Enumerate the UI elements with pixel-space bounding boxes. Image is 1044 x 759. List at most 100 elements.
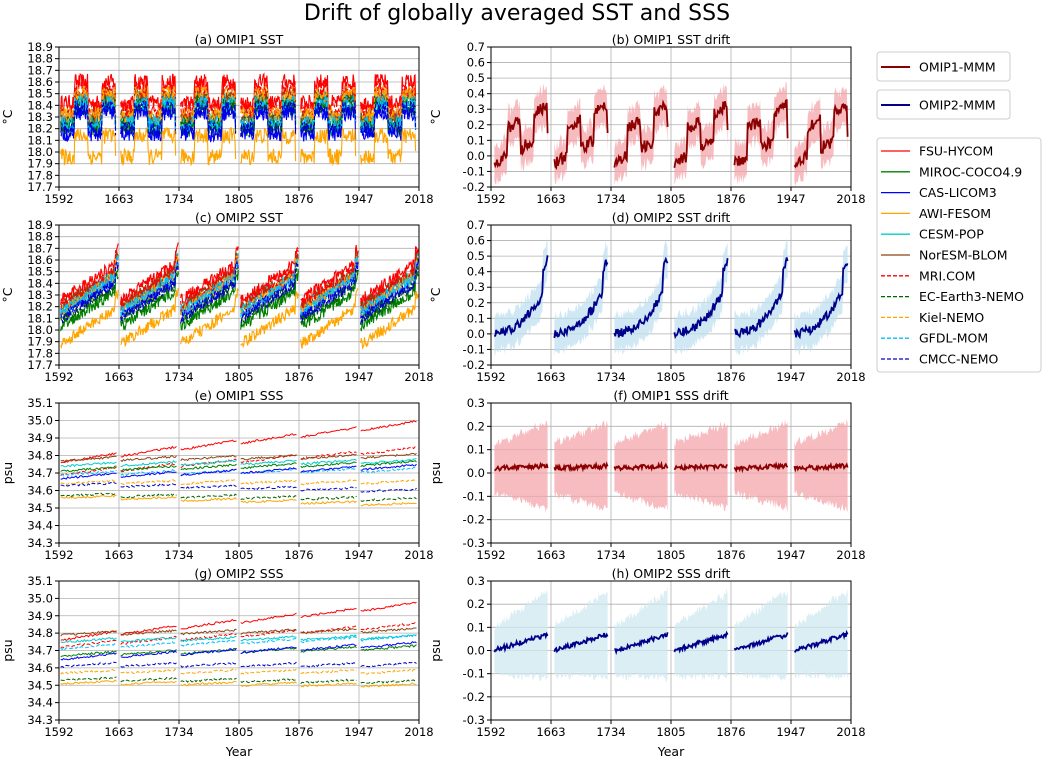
panel-e: 1592 1663 1734 1805 1876 1947 2018 34.3 34.4 34.5… bbox=[0, 388, 434, 562]
y-tick-label: 17.8 bbox=[27, 168, 53, 182]
y-tick-label: 18.8 bbox=[27, 52, 53, 66]
series-cas-licom3 bbox=[60, 463, 417, 480]
y-tick-label: 0.5 bbox=[467, 71, 485, 85]
series-ec-earth3-nemo bbox=[60, 676, 417, 685]
spread-band bbox=[794, 589, 848, 681]
y-axis-label: °C bbox=[0, 287, 15, 302]
x-tick-label: 1592 bbox=[44, 725, 73, 739]
y-tick-label: 18.4 bbox=[27, 276, 53, 290]
y-tick-label: 18.9 bbox=[27, 218, 53, 232]
panel-title: (b) OMIP1 SST drift bbox=[612, 32, 731, 47]
spread-band bbox=[554, 591, 608, 681]
y-tick-label: -0.2 bbox=[463, 690, 485, 704]
y-tick-label: 35.1 bbox=[27, 396, 53, 410]
y-tick-label: 18.5 bbox=[27, 265, 53, 279]
x-tick-label: 1592 bbox=[44, 192, 73, 206]
mmm-line bbox=[553, 461, 609, 473]
series-kiel-nemo bbox=[60, 479, 417, 486]
mmm-line bbox=[734, 257, 789, 339]
mmm-line bbox=[733, 461, 789, 474]
y-tick-label: 18.1 bbox=[27, 133, 53, 147]
x-tick-label: 1663 bbox=[536, 548, 565, 562]
series-awi-fesom bbox=[60, 679, 417, 688]
x-tick-label: 1734 bbox=[164, 548, 193, 562]
spread-band bbox=[734, 238, 788, 356]
y-tick-label: 0.1 bbox=[467, 133, 485, 147]
y-tick-label: 34.8 bbox=[27, 626, 53, 640]
y-tick-label: 17.9 bbox=[27, 335, 53, 349]
x-tick-label: 1947 bbox=[344, 370, 373, 384]
spread-band bbox=[734, 419, 788, 513]
y-axis-label: °C bbox=[0, 109, 15, 124]
panel-title: (e) OMIP1 SSS bbox=[195, 388, 284, 403]
x-tick-label: 1663 bbox=[536, 192, 565, 206]
x-tick-label: 1876 bbox=[716, 725, 745, 739]
y-tick-label: 0.1 bbox=[467, 311, 485, 325]
series-cmcc-nemo bbox=[60, 98, 417, 140]
x-axis-label: Year bbox=[225, 744, 253, 759]
series-ec-earth3-nemo bbox=[60, 492, 417, 502]
mmm-line bbox=[493, 102, 549, 169]
panel-f: 1592 1663 1734 1805 1876 1947 2018 -0.3 -0.2 -0.1… bbox=[428, 388, 866, 562]
spread-band bbox=[494, 590, 548, 682]
series-awi-fesom bbox=[60, 287, 419, 350]
x-tick-label: 1663 bbox=[104, 548, 133, 562]
x-tick-label: 1876 bbox=[284, 725, 313, 739]
series-gfdl-mom bbox=[60, 634, 417, 651]
y-tick-label: 0.7 bbox=[467, 40, 485, 54]
x-tick-label: 1663 bbox=[536, 370, 565, 384]
plot-area-d bbox=[493, 238, 849, 357]
y-tick-label: 0.0 bbox=[467, 644, 485, 658]
y-tick-label: 18.5 bbox=[27, 87, 53, 101]
y-axis-label: psu bbox=[428, 462, 443, 484]
x-tick-label: 1805 bbox=[656, 192, 685, 206]
y-tick-label: 0.2 bbox=[467, 296, 485, 310]
spread-band bbox=[494, 83, 548, 185]
mmm-line bbox=[793, 262, 849, 340]
panel-title: (d) OMIP2 SST drift bbox=[612, 210, 731, 225]
x-tick-label: 2018 bbox=[836, 370, 865, 384]
legend-label: CMCC-NEMO bbox=[919, 352, 999, 367]
y-tick-label: 18.3 bbox=[27, 110, 53, 124]
y-tick-label: 35.0 bbox=[27, 591, 53, 605]
y-tick-label: 34.6 bbox=[27, 484, 53, 498]
mmm-line bbox=[733, 99, 789, 166]
mmm-line bbox=[733, 632, 789, 651]
x-tick-label: 1805 bbox=[224, 725, 253, 739]
plot-area-a bbox=[60, 72, 417, 167]
plot-area-h bbox=[493, 586, 849, 682]
series-noresm-blom bbox=[60, 452, 417, 463]
x-tick-label: 1663 bbox=[104, 192, 133, 206]
legend-label: FSU-HYCOM bbox=[919, 144, 993, 159]
plot-area-e bbox=[60, 419, 417, 507]
y-tick-label: 18.7 bbox=[27, 241, 53, 255]
y-tick-label: 18.4 bbox=[27, 98, 53, 112]
y-tick-label: -0.3 bbox=[463, 713, 485, 727]
x-tick-label: 2018 bbox=[404, 725, 433, 739]
y-tick-label: 18.1 bbox=[27, 311, 53, 325]
mmm-line bbox=[613, 256, 669, 338]
y-tick-label: 0.1 bbox=[467, 443, 485, 457]
plot-area-b bbox=[493, 81, 849, 187]
x-tick-label: 1805 bbox=[656, 548, 685, 562]
y-tick-label: 0.0 bbox=[467, 149, 485, 163]
mmm-line bbox=[673, 257, 729, 340]
x-tick-label: 1876 bbox=[716, 548, 745, 562]
y-tick-label: 18.6 bbox=[27, 75, 53, 89]
spread-band bbox=[494, 238, 548, 356]
y-tick-label: 0.7 bbox=[467, 218, 485, 232]
y-tick-label: 34.7 bbox=[27, 644, 53, 658]
plot-area-g bbox=[60, 601, 417, 688]
y-tick-label: 34.5 bbox=[27, 501, 53, 515]
y-tick-label: 0.1 bbox=[467, 620, 485, 634]
x-tick-label: 1592 bbox=[44, 370, 73, 384]
panel-title: (f) OMIP1 SSS drift bbox=[613, 388, 728, 403]
x-tick-label: 2018 bbox=[836, 192, 865, 206]
x-tick-label: 1947 bbox=[776, 725, 805, 739]
panel-b: 1592 1663 1734 1805 1876 1947 2018 -0.2 -0.10.0 0… bbox=[428, 32, 866, 206]
series-mri-com bbox=[60, 622, 417, 649]
y-tick-label: 18.0 bbox=[27, 323, 53, 337]
y-tick-label: 17.7 bbox=[27, 180, 53, 194]
y-axis-label: °C bbox=[428, 109, 443, 124]
